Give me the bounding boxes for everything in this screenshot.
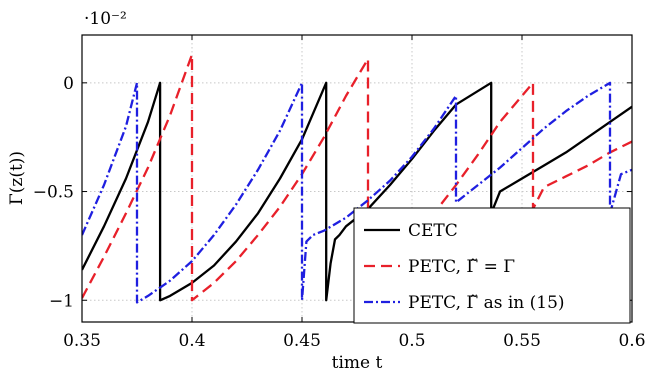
y-multiplier: ·10⁻² <box>84 9 127 29</box>
x-tick-label: 0.5 <box>398 331 425 351</box>
series-line-1 <box>82 53 632 302</box>
y-tick-label: −0.5 <box>33 183 74 203</box>
y-tick-label: 0 <box>63 74 74 94</box>
x-tick-label: 0.45 <box>283 331 321 351</box>
x-tick-label: 0.55 <box>503 331 541 351</box>
x-tick-label: 0.4 <box>178 331 205 351</box>
legend: CETC PETC, Γ̃ = Γ PETC, Γ̃ as in (15) <box>353 207 631 324</box>
tick-labels: 0.35 0.4 0.45 0.5 0.55 0.6 0 −0.5 −1 <box>33 74 646 351</box>
series-line-0 <box>82 81 632 302</box>
series-layer <box>82 53 632 304</box>
series-line-2 <box>82 81 632 304</box>
legend-label-0: CETC <box>408 221 458 241</box>
y-axis-label: Γ(z(t)) <box>7 151 27 205</box>
x-axis-label: time t <box>332 353 383 373</box>
x-tick-label: 0.6 <box>618 331 645 351</box>
legend-label-2: PETC, Γ̃ as in (15) <box>408 293 565 313</box>
y-tick-label: −1 <box>49 291 74 311</box>
x-tick-label: 0.35 <box>63 331 101 351</box>
legend-label-1: PETC, Γ̃ = Γ <box>408 257 515 277</box>
